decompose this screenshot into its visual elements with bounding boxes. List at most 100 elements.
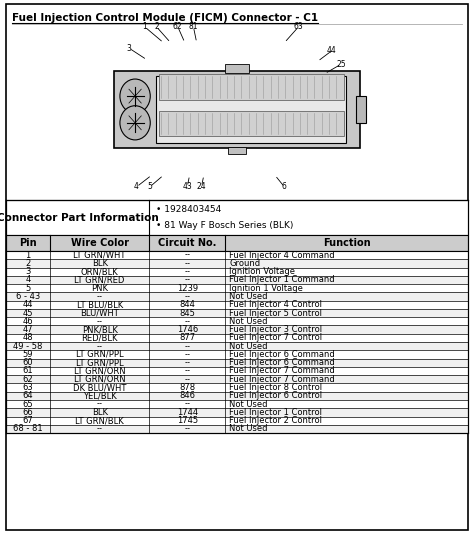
Text: PNK: PNK [91,284,108,293]
Text: LT GRN/PPL: LT GRN/PPL [76,350,123,359]
Text: 63: 63 [294,22,303,31]
Text: Not Used: Not Used [229,342,268,351]
Text: Circuit No.: Circuit No. [158,238,217,248]
Text: LT GRN/BLK: LT GRN/BLK [75,416,124,425]
Text: --: -- [184,350,191,359]
Text: LT GRN/WHT: LT GRN/WHT [73,250,126,260]
Text: 845: 845 [180,309,195,318]
Text: 49 - 58: 49 - 58 [13,342,43,351]
Bar [6,392,468,400]
Text: 65: 65 [23,399,33,409]
Text: LT GRN/PPL: LT GRN/PPL [76,358,123,367]
Text: BLK: BLK [91,259,108,268]
Text: Fuel Injector 4 Command: Fuel Injector 4 Command [229,250,335,260]
Bar [6,425,468,433]
Text: LT BLU/BLK: LT BLU/BLK [76,300,123,309]
Text: 68 - 81: 68 - 81 [13,425,43,434]
Bar [6,400,468,408]
Text: 1: 1 [26,250,31,260]
Text: 2: 2 [154,22,159,31]
Text: Not Used: Not Used [229,425,268,434]
Bar [6,350,468,359]
Text: Function: Function [323,238,371,248]
Text: Fuel Injector 6 Control: Fuel Injector 6 Control [229,391,322,400]
Text: 48: 48 [23,333,33,342]
Bar [6,235,468,251]
Text: --: -- [184,317,191,326]
Bar [6,251,468,433]
Text: --: -- [184,375,191,384]
Text: 62: 62 [173,22,182,31]
Text: 844: 844 [180,300,195,309]
Text: --: -- [184,250,191,260]
Text: • 1928403454: • 1928403454 [156,206,222,215]
Text: --: -- [97,399,103,409]
Text: BLU/WHT: BLU/WHT [80,309,119,318]
Text: Not Used: Not Used [229,292,268,301]
Text: Not Used: Not Used [229,317,268,326]
Text: LT GRN/ORN: LT GRN/ORN [74,375,126,384]
Text: --: -- [184,292,191,301]
Bar [156,76,346,143]
Text: 1744: 1744 [177,408,198,417]
Text: --: -- [97,317,103,326]
Text: 5: 5 [147,183,152,191]
Text: DK BLU/WHT: DK BLU/WHT [73,383,127,392]
Bar [6,301,468,309]
Bar [225,64,249,73]
Bar [6,367,468,375]
Bar [159,111,344,136]
Text: LT GRN/ORN: LT GRN/ORN [74,366,126,375]
Bar [6,342,468,350]
Bar [6,408,468,417]
Text: Fuel Injector 5 Control: Fuel Injector 5 Control [229,309,322,318]
Text: --: -- [184,399,191,409]
Text: 44: 44 [327,46,337,55]
Text: 59: 59 [23,350,33,359]
Text: Fuel Injector 7 Command: Fuel Injector 7 Command [229,375,335,384]
Text: 63: 63 [23,383,34,392]
Text: YEL/BLK: YEL/BLK [83,391,117,400]
Bar [6,268,468,276]
Text: 81: 81 [189,22,198,31]
Bar [6,417,468,425]
Text: Ignition 1 Voltage: Ignition 1 Voltage [229,284,303,293]
Text: --: -- [184,425,191,434]
Text: Ignition Voltage: Ignition Voltage [229,267,295,276]
Text: --: -- [97,292,103,301]
Text: 2: 2 [26,259,31,268]
Text: • 81 Way F Bosch Series (BLK): • 81 Way F Bosch Series (BLK) [156,221,294,230]
Text: 6 - 43: 6 - 43 [16,292,40,301]
Text: Fuel Injector 6 Command: Fuel Injector 6 Command [229,350,335,359]
Text: Fuel Injector 1 Command: Fuel Injector 1 Command [229,276,335,285]
Text: 43: 43 [182,183,192,191]
Text: 878: 878 [179,383,195,392]
Text: Fuel Injector 4 Control: Fuel Injector 4 Control [229,300,322,309]
Bar [6,383,468,392]
Text: 5: 5 [26,284,31,293]
Text: --: -- [97,342,103,351]
Text: 877: 877 [179,333,195,342]
Text: 47: 47 [23,325,33,334]
Bar [6,317,468,325]
Text: Fuel Injector 1 Control: Fuel Injector 1 Control [229,408,322,417]
Text: 66: 66 [23,408,34,417]
Text: 846: 846 [179,391,195,400]
Bar [6,359,468,367]
Text: --: -- [184,366,191,375]
Text: 46: 46 [23,317,33,326]
Text: 44: 44 [23,300,33,309]
Text: --: -- [184,342,191,351]
Text: BLK: BLK [91,408,108,417]
Text: Fuel Injector 7 Control: Fuel Injector 7 Control [229,333,322,342]
Text: --: -- [184,276,191,285]
Text: Fuel Injector 6 Command: Fuel Injector 6 Command [229,358,335,367]
Bar [6,334,468,342]
Bar [6,276,468,284]
Text: 62: 62 [23,375,33,384]
Text: Fuel Injector 2 Control: Fuel Injector 2 Control [229,416,322,425]
Text: 1239: 1239 [177,284,198,293]
Text: --: -- [184,358,191,367]
Bar [356,96,366,123]
Text: 64: 64 [23,391,33,400]
